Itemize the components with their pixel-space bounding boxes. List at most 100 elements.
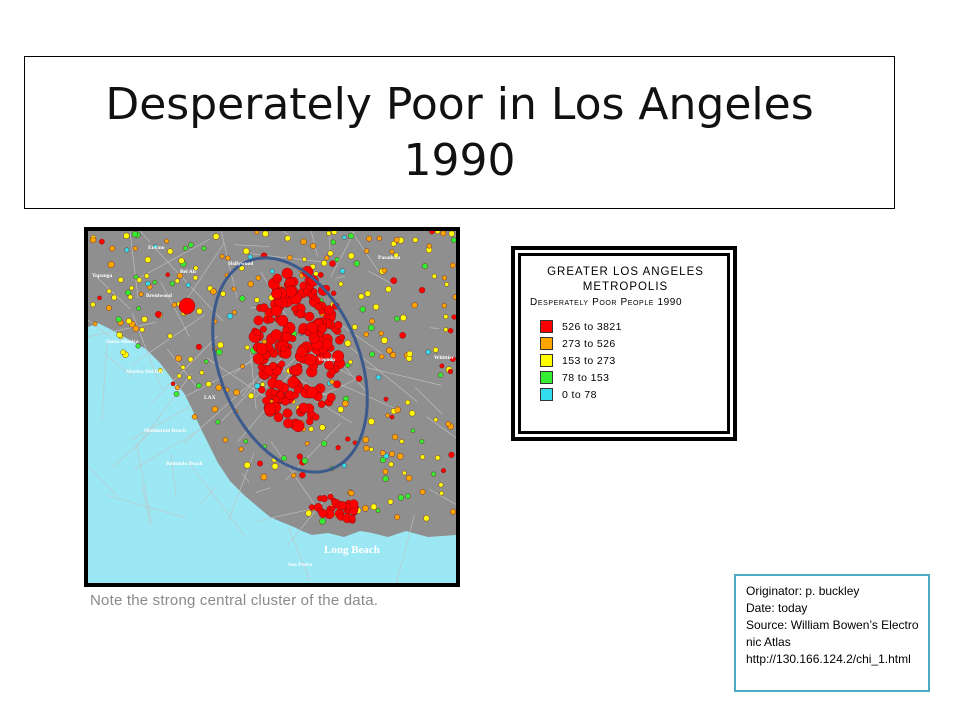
map-data-point [319, 424, 326, 431]
map-data-point [321, 440, 328, 447]
map-data-point [448, 451, 455, 458]
map-data-point [254, 231, 260, 235]
map-svg: Encino Bel Air Hollywood Pasadena Topang… [88, 231, 456, 583]
map-data-point [443, 314, 449, 320]
map-data-point [400, 314, 407, 322]
map-data-point [127, 294, 133, 300]
road-line [426, 416, 456, 439]
road-line [331, 380, 397, 410]
road-line [256, 507, 319, 522]
map-data-point [264, 402, 277, 416]
map-data-point [225, 255, 231, 261]
map-data-point [317, 400, 326, 408]
map-data-point [167, 248, 174, 255]
map-data-point [331, 231, 338, 235]
road-line [396, 515, 415, 583]
map-data-point [304, 311, 315, 322]
map-data-point [284, 285, 297, 298]
map-data-point [299, 472, 306, 479]
map-data-point [306, 386, 318, 399]
map-data-point [441, 303, 447, 309]
map-data-point [443, 327, 449, 332]
label-pasadena: Pasadena [378, 255, 401, 261]
map-data-point [135, 343, 141, 349]
map-data-point [167, 333, 173, 339]
legend-label: 526 to 3821 [562, 320, 622, 333]
ocean [88, 323, 456, 583]
road-line [285, 423, 341, 481]
label-topanga: Topanga [92, 273, 113, 279]
map-data-point [196, 308, 203, 315]
map-data-point [296, 310, 305, 319]
map-data-point [317, 272, 324, 278]
map-data-point [284, 235, 291, 242]
map-data-point [433, 417, 439, 422]
map-data-point [330, 505, 336, 512]
map-data-point [185, 282, 191, 288]
map-data-point [257, 460, 263, 467]
map-data-point [171, 302, 177, 308]
map-data-point [262, 231, 269, 237]
road-line [187, 460, 246, 537]
map-data-point [222, 437, 229, 443]
road-line [134, 373, 192, 450]
map-data-point [129, 285, 134, 291]
label-santa-monica: Santa Monica [106, 339, 139, 345]
map-data-point [394, 514, 401, 520]
map-data-point [300, 238, 307, 245]
map-data-point [296, 346, 308, 358]
map-data-point [165, 272, 171, 277]
map-data-point [363, 331, 369, 338]
map-data-point [304, 329, 311, 337]
map-data-point [136, 306, 141, 311]
legend-items: 526 to 3821 273 to 526 153 to 273 78 to … [530, 318, 721, 403]
map-data-point [254, 297, 260, 303]
road-line [137, 448, 152, 523]
legend-swatch [540, 354, 553, 367]
road-line [96, 277, 131, 310]
map-data-point [226, 313, 233, 320]
map-data-point [409, 410, 416, 417]
legend-swatch [540, 371, 553, 384]
map-data-point [389, 451, 395, 457]
map-data-point [304, 441, 310, 446]
road-line [105, 354, 135, 379]
map-data-point [345, 436, 351, 442]
map-data-point [210, 288, 217, 295]
label-manhattan-beach: Manhattan Beach [144, 428, 186, 434]
road-line [288, 527, 311, 581]
map-data-point [389, 249, 395, 254]
legend-title-line2: METROPOLIS [582, 281, 669, 293]
map-data-point [429, 231, 436, 235]
map-data-point [368, 324, 375, 331]
map-data-point [431, 471, 437, 477]
map-data-point [195, 343, 202, 350]
map-image: Encino Bel Air Hollywood Pasadena Topang… [88, 231, 456, 583]
map-data-point [308, 426, 314, 432]
map-data-point [345, 362, 351, 368]
map-data-point [338, 334, 346, 341]
map-data-point [450, 262, 456, 269]
map-data-point [99, 238, 105, 245]
road-line [241, 472, 250, 483]
map-data-point [335, 445, 341, 451]
map-data-point [201, 246, 207, 251]
map-data-point [310, 288, 318, 296]
map-data-point [339, 268, 346, 274]
map-data-point [387, 499, 394, 505]
map-data-point [342, 400, 349, 407]
map-data-point [351, 324, 358, 330]
map-data-point [205, 381, 212, 388]
map-data-point [287, 255, 293, 261]
url-line: http://130.166.124.2/chi_1.html [746, 652, 911, 666]
legend-label: 153 to 273 [562, 354, 616, 367]
map-data-point [381, 267, 388, 274]
originator-line: Originator: p. buckley [746, 584, 860, 598]
map-data-point [240, 364, 245, 369]
map-data-point [219, 254, 225, 259]
originator-box: Originator: p. buckley Date: today Sourc… [734, 574, 930, 692]
road-line [107, 495, 187, 519]
road-line [330, 231, 356, 278]
map-data-point [272, 273, 283, 284]
map-data-point [369, 351, 376, 358]
